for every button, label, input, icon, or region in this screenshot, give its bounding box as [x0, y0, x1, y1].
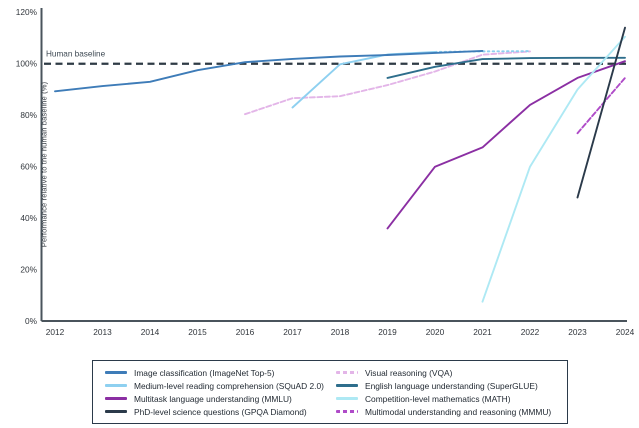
x-tick-label: 2020 [426, 327, 445, 337]
legend-swatch [336, 384, 358, 387]
legend-swatch [105, 397, 127, 400]
x-tick-label: 2024 [616, 327, 635, 337]
legend-item-label: Medium-level reading comprehension (SQuA… [134, 380, 324, 391]
series-line [386, 56, 626, 79]
x-tick-label: 2018 [331, 327, 350, 337]
legend-swatch [336, 371, 358, 374]
series-line [54, 49, 484, 93]
legend-swatch [105, 410, 127, 413]
legend-swatch [336, 410, 358, 413]
x-tick-label: 2021 [473, 327, 492, 337]
plot-area: 0% 20% 40% 60% 80% 100% 120% 2012 2013 2014 2015 20… [16, 7, 635, 337]
x-tick-label: 2012 [46, 327, 65, 337]
legend-swatch [105, 384, 127, 387]
x-tick-label: 2022 [521, 327, 540, 337]
legend-item-label: Multimodal understanding and reasoning (… [365, 406, 552, 417]
legend-box: Image classification (ImageNet Top-5) Med… [92, 360, 568, 424]
legend-item: English language understanding (SuperGLU… [336, 381, 557, 391]
x-tick-label: 2019 [378, 327, 397, 337]
legend-swatch [105, 371, 127, 374]
legend-item-label: PhD-level science questions (GPQA Diamon… [134, 406, 307, 417]
legend-item: Multitask language understanding (MMLU) [105, 394, 326, 404]
x-tick-label: 2015 [188, 327, 207, 337]
x-tick-label: 2023 [568, 327, 587, 337]
legend-item-label: Image classification (ImageNet Top-5) [134, 367, 275, 378]
legend-item: Competition-level mathematics (MATH) [336, 394, 557, 404]
legend-item-label: Multitask language understanding (MMLU) [134, 393, 292, 404]
x-tick-label: 2013 [93, 327, 112, 337]
x-tick-label: 2017 [283, 327, 302, 337]
legend-swatch [336, 397, 358, 400]
legend-item-label: Competition-level mathematics (MATH) [365, 393, 511, 404]
legend-item: Medium-level reading comprehension (SQuA… [105, 381, 326, 391]
y-tick-label: 100% [16, 59, 38, 69]
y-tick-label: 120% [16, 7, 38, 17]
human-baseline-label: Human baseline [46, 49, 106, 58]
y-tick-label: 60% [20, 161, 37, 171]
legend-item-label: Visual reasoning (VQA) [365, 367, 453, 378]
series-line [576, 26, 626, 199]
y-tick-label: 20% [20, 264, 37, 274]
legend-item: PhD-level science questions (GPQA Diamon… [105, 407, 326, 417]
legend-item-label: English language understanding (SuperGLU… [365, 380, 538, 391]
y-tick-label: 80% [20, 110, 37, 120]
series-line [576, 76, 626, 135]
legend-item: Visual reasoning (VQA) [336, 368, 557, 378]
series-line [291, 50, 436, 109]
x-tick-label: 2014 [141, 327, 160, 337]
series-line [244, 50, 531, 116]
legend-item: Image classification (ImageNet Top-5) [105, 368, 326, 378]
x-tick-label: 2016 [236, 327, 255, 337]
legend-item: Multimodal understanding and reasoning (… [336, 407, 557, 417]
y-axis-title: Performance relative to the human baseli… [39, 81, 49, 248]
y-tick-label: 0% [25, 316, 38, 326]
series-line [386, 60, 626, 230]
y-tick-label: 40% [20, 213, 37, 223]
series-line [481, 35, 626, 303]
